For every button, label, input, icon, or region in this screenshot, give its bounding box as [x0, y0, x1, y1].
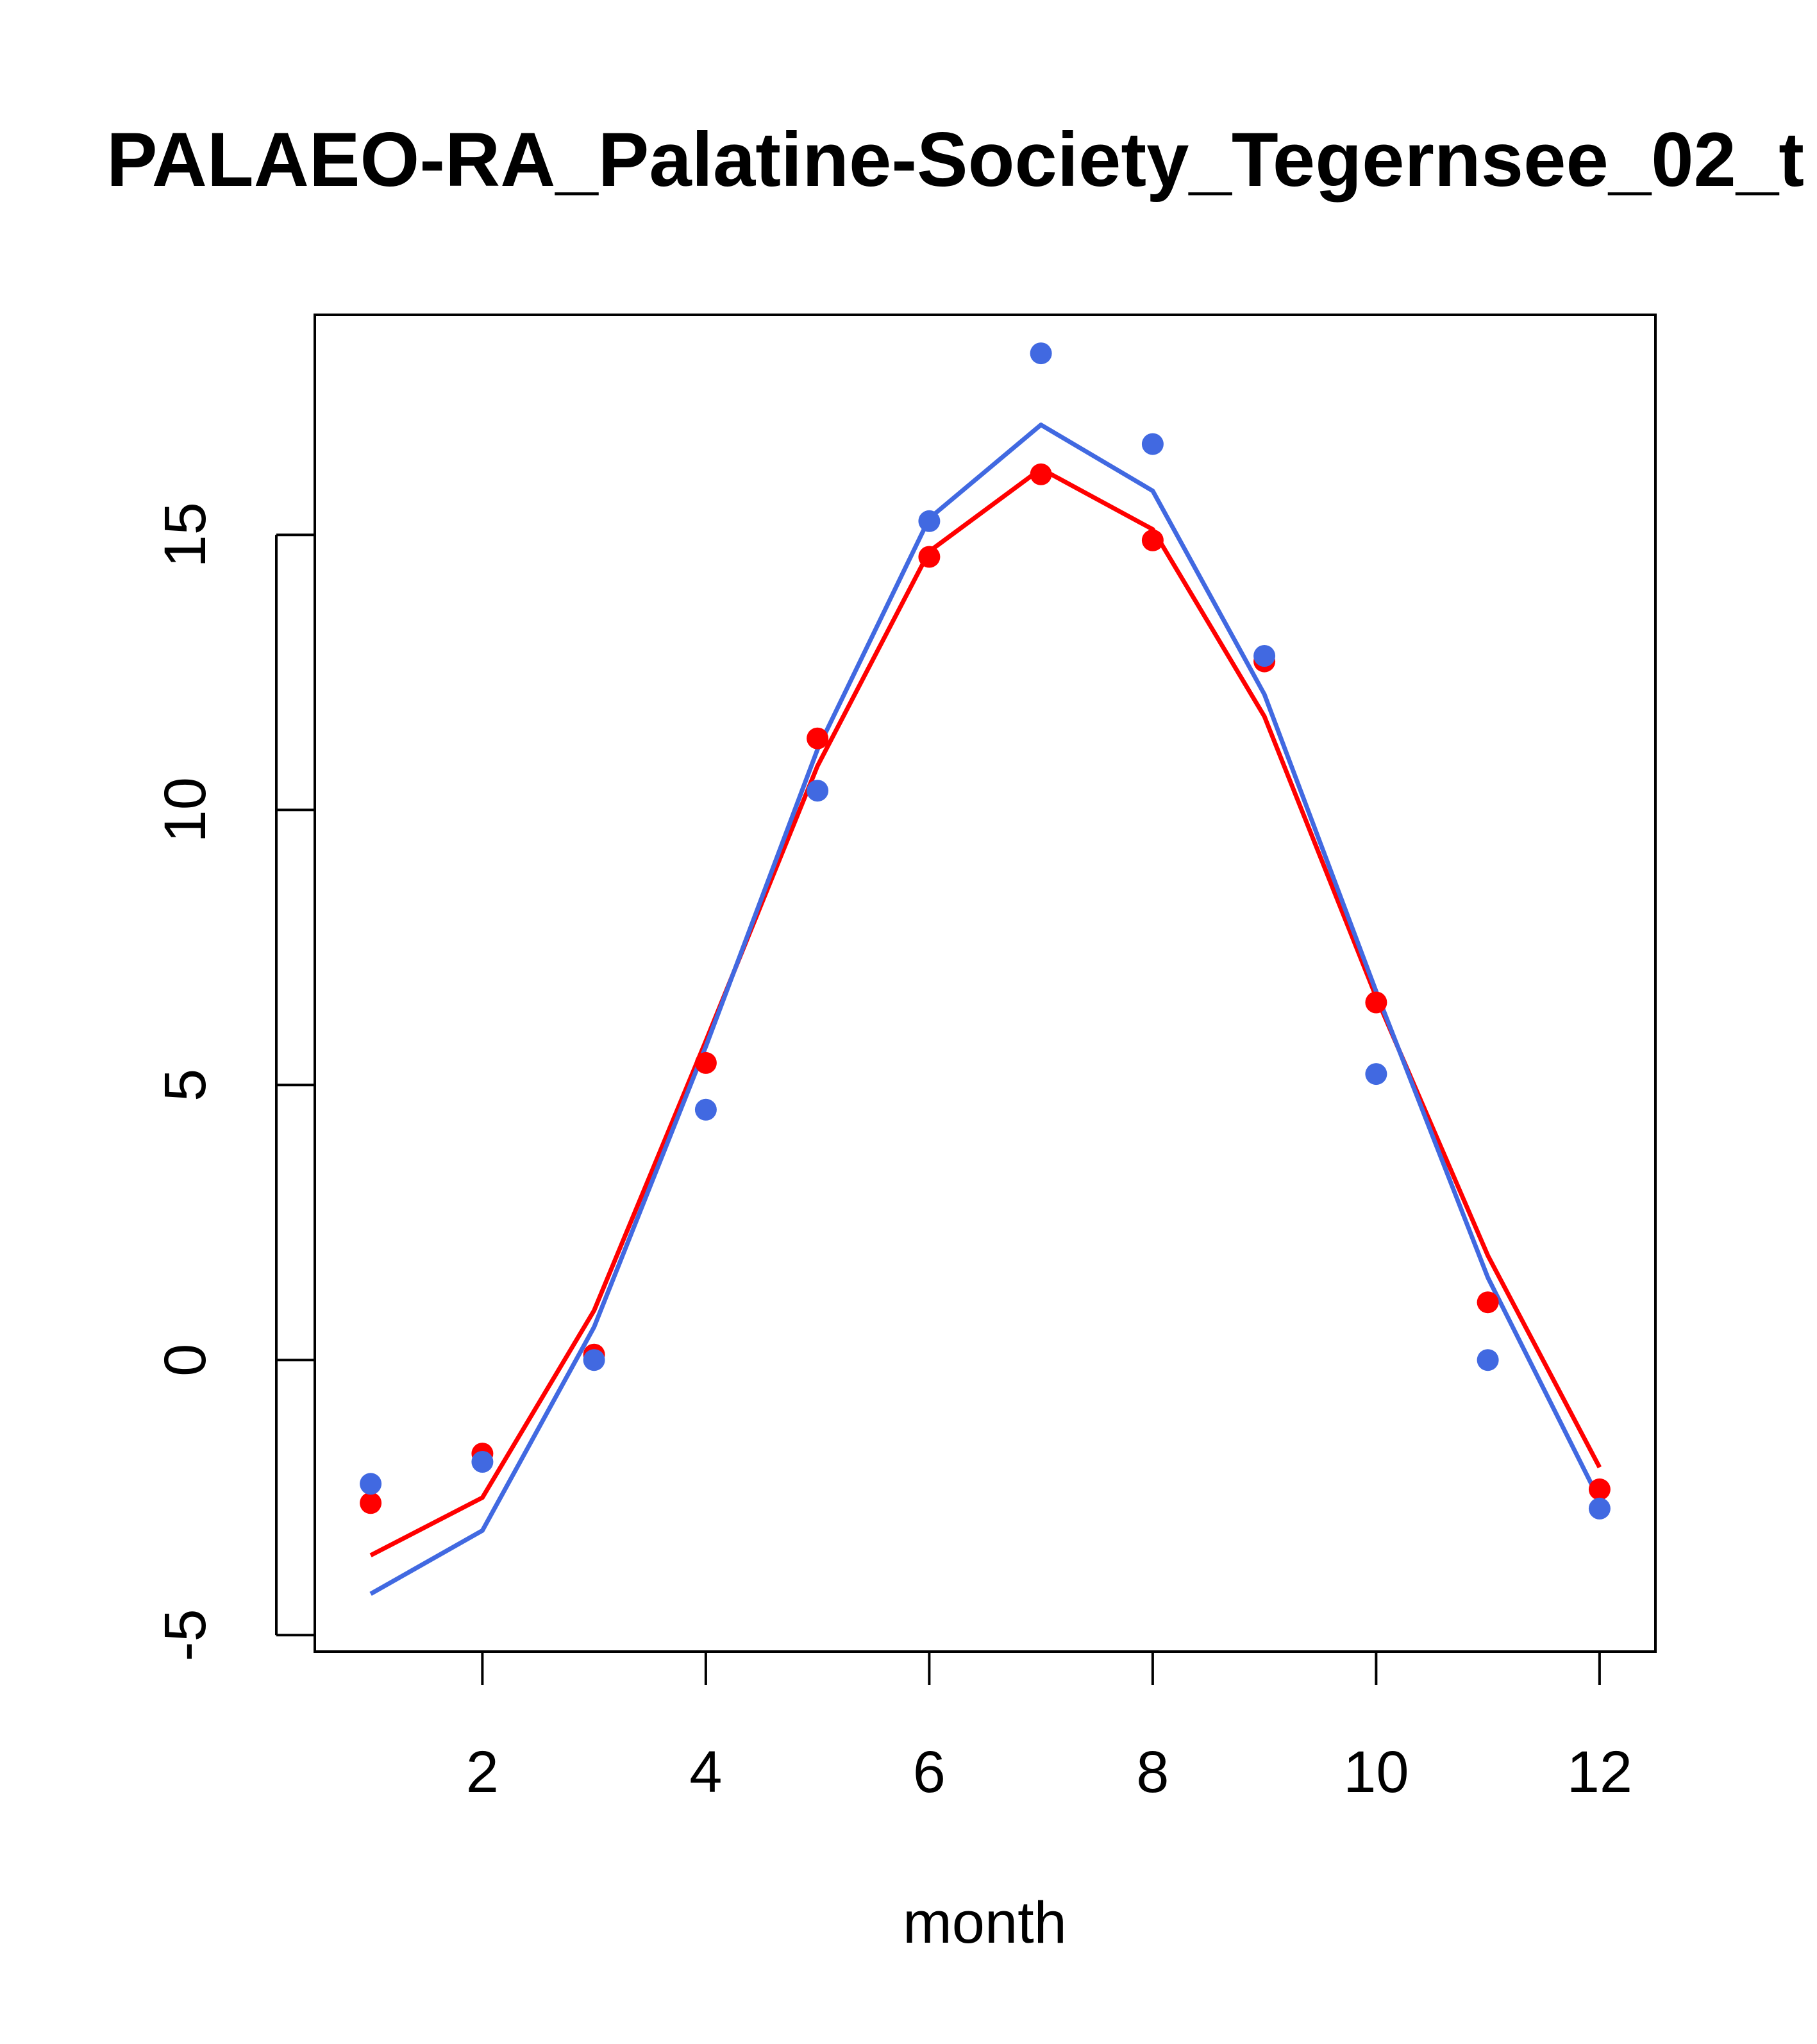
series-2-point	[1030, 342, 1052, 365]
series-2-point	[1365, 1063, 1387, 1085]
x-tick-label: 2	[466, 1739, 499, 1805]
y-tick-label: 15	[153, 502, 218, 567]
series-2-point	[471, 1451, 494, 1473]
series-2-point	[583, 1349, 605, 1371]
y-tick-label: -5	[153, 1609, 218, 1661]
chart-title: PALAEO-RA_Palatine-Society_Tegernsee_02_…	[106, 117, 1804, 203]
series-1-point	[1141, 529, 1164, 551]
y-tick-label: 10	[153, 777, 218, 842]
series-2-point	[1588, 1497, 1611, 1520]
y-tick-label: 0	[153, 1344, 218, 1377]
series-layer	[360, 342, 1611, 1596]
y-tick-label: 5	[153, 1069, 218, 1102]
series-2-point	[1253, 645, 1276, 667]
series-2-point	[360, 1473, 382, 1495]
series-2-point	[918, 510, 941, 532]
series-1-point	[360, 1492, 382, 1514]
y-axis: -5 0 5 10 15	[153, 502, 315, 1661]
series-2-line	[369, 423, 1602, 1596]
x-tick-label: 10	[1343, 1739, 1409, 1805]
x-tick-label: 6	[913, 1739, 946, 1805]
series-1-point	[807, 727, 829, 750]
x-tick-label: 8	[1136, 1739, 1169, 1805]
series-1-line	[369, 466, 1602, 1557]
x-axis: 2 4 6 8 10 12	[466, 1650, 1632, 1805]
series-1-point	[918, 546, 941, 568]
series-1-point	[1365, 991, 1387, 1014]
series-2-point	[807, 780, 829, 802]
x-tick-label: 12	[1567, 1739, 1632, 1805]
series-2-point	[694, 1098, 717, 1121]
series-2-point	[1141, 433, 1164, 455]
x-tick-label: 4	[689, 1739, 722, 1805]
x-axis-label: month	[903, 1890, 1067, 1956]
series-1-point	[1588, 1478, 1611, 1500]
plot-frame	[314, 314, 1657, 1653]
series-1-point	[694, 1051, 717, 1074]
series-1-point	[1477, 1291, 1499, 1314]
series-2-point	[1477, 1349, 1499, 1371]
series-1-point	[1030, 463, 1052, 485]
